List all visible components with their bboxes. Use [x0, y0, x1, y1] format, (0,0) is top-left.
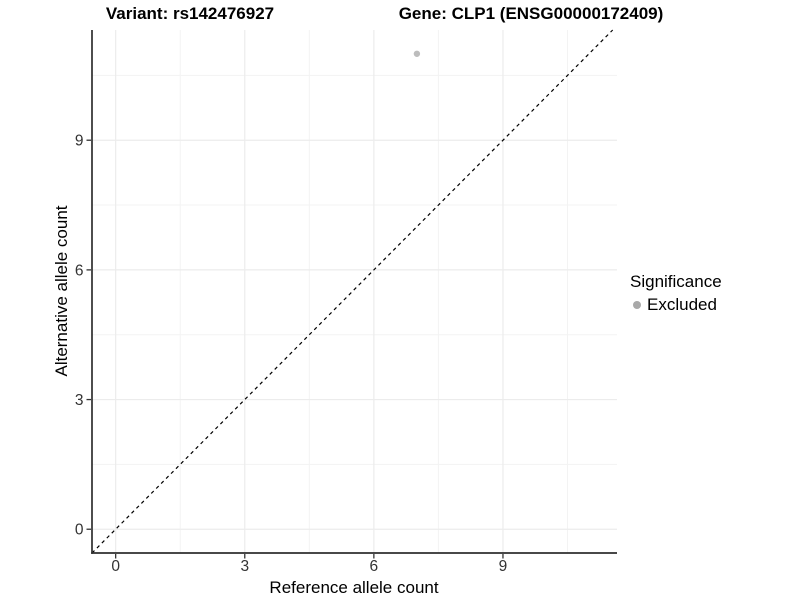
- plot-title-gene: Gene: CLP1 (ENSG00000172409): [398, 4, 664, 23]
- x-axis-title: Reference allele count: [269, 578, 439, 597]
- y-tick-label: 0: [75, 522, 84, 539]
- legend-point-icon: [633, 301, 641, 309]
- y-tick-label: 6: [75, 262, 84, 279]
- x-tick-label: 0: [111, 558, 120, 575]
- data-point: [413, 50, 421, 57]
- legend-item-excluded: Excluded: [630, 295, 722, 315]
- y-tick-label: 9: [75, 133, 84, 150]
- legend-title: Significance: [630, 272, 722, 291]
- x-tick-label: 9: [499, 558, 508, 575]
- legend: Significance Excluded: [630, 272, 722, 315]
- y-axis-title: Alternative allele count: [52, 205, 71, 377]
- y-tick-label: 3: [75, 392, 84, 409]
- legend-item-label: Excluded: [647, 295, 717, 314]
- identity-reference-line: [91, 29, 614, 554]
- x-tick-label: 3: [240, 558, 249, 575]
- x-tick-label: 6: [370, 558, 379, 575]
- plot-title-variant: Variant: rs142476927: [105, 4, 275, 23]
